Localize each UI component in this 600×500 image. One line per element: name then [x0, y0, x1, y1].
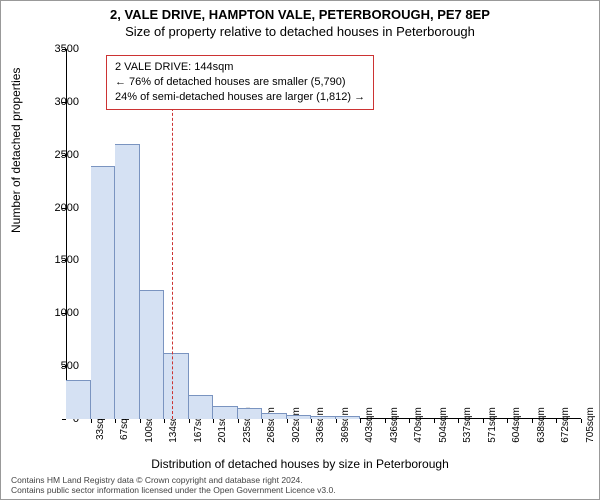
xtick-mark	[483, 419, 484, 423]
ytick-mark	[62, 313, 66, 314]
xtick-label: 470sqm	[413, 407, 424, 443]
xtick-mark	[556, 419, 557, 423]
ytick-label: 1500	[39, 254, 79, 266]
xtick-label: 672sqm	[560, 407, 571, 443]
ytick-label: 1000	[39, 307, 79, 319]
xtick-mark	[360, 419, 361, 423]
xtick-label: 537sqm	[462, 407, 473, 443]
ytick-label: 3500	[39, 43, 79, 55]
xtick-mark	[581, 419, 582, 423]
info-line1: 2 VALE DRIVE: 144sqm	[115, 60, 365, 75]
page-subtitle: Size of property relative to detached ho…	[1, 24, 599, 39]
y-axis-label: Number of detached properties	[9, 68, 23, 233]
histogram-bar	[140, 290, 165, 419]
xtick-label: 504sqm	[438, 407, 449, 443]
histogram-bar	[91, 166, 116, 419]
xtick-mark	[287, 419, 288, 423]
xtick-mark	[140, 419, 141, 423]
xtick-mark	[409, 419, 410, 423]
xtick-mark	[164, 419, 165, 423]
footer-line1: Contains HM Land Registry data © Crown c…	[11, 475, 336, 485]
histogram-bar	[287, 415, 312, 419]
histogram-bar	[336, 416, 361, 419]
ytick-label: 3000	[39, 96, 79, 108]
xtick-mark	[458, 419, 459, 423]
xtick-label: 403sqm	[364, 407, 375, 443]
xtick-mark	[434, 419, 435, 423]
xtick-mark	[532, 419, 533, 423]
xtick-label: 436sqm	[389, 407, 400, 443]
xtick-label: 571sqm	[487, 407, 498, 443]
ytick-mark	[62, 208, 66, 209]
ytick-label: 2500	[39, 149, 79, 161]
histogram-bar	[66, 380, 91, 419]
histogram-bar	[238, 408, 263, 419]
x-axis-label: Distribution of detached houses by size …	[1, 457, 599, 471]
ytick-mark	[62, 366, 66, 367]
xtick-label: 604sqm	[511, 407, 522, 443]
xtick-mark	[115, 419, 116, 423]
xtick-mark	[91, 419, 92, 423]
info-box: 2 VALE DRIVE: 144sqm ← 76% of detached h…	[106, 55, 374, 110]
xtick-label: 705sqm	[585, 407, 596, 443]
histogram-bar	[164, 353, 189, 419]
xtick-mark	[189, 419, 190, 423]
xtick-mark	[262, 419, 263, 423]
xtick-label: 302sqm	[291, 407, 302, 443]
histogram-bar	[115, 144, 140, 419]
histogram-bar	[213, 406, 238, 419]
ytick-mark	[62, 49, 66, 50]
histogram-bar	[311, 416, 336, 419]
info-line2: ← 76% of detached houses are smaller (5,…	[115, 75, 365, 90]
marker-line	[172, 103, 173, 419]
ytick-label: 500	[39, 360, 79, 372]
xtick-label: 336sqm	[315, 407, 326, 443]
info-line3: 24% of semi-detached houses are larger (…	[115, 90, 365, 105]
ytick-mark	[62, 260, 66, 261]
ytick-mark	[62, 102, 66, 103]
xtick-mark	[213, 419, 214, 423]
footer-line2: Contains public sector information licen…	[11, 485, 336, 495]
xtick-mark	[311, 419, 312, 423]
footer: Contains HM Land Registry data © Crown c…	[11, 475, 336, 495]
xtick-label: 369sqm	[340, 407, 351, 443]
xtick-mark	[336, 419, 337, 423]
xtick-mark	[238, 419, 239, 423]
histogram-bar	[262, 413, 287, 419]
histogram-bar	[189, 395, 214, 419]
ytick-mark	[62, 155, 66, 156]
ytick-mark	[62, 419, 66, 420]
xtick-label: 638sqm	[536, 407, 547, 443]
xtick-mark	[385, 419, 386, 423]
xtick-mark	[507, 419, 508, 423]
page-title: 2, VALE DRIVE, HAMPTON VALE, PETERBOROUG…	[1, 7, 599, 22]
ytick-label: 2000	[39, 202, 79, 214]
